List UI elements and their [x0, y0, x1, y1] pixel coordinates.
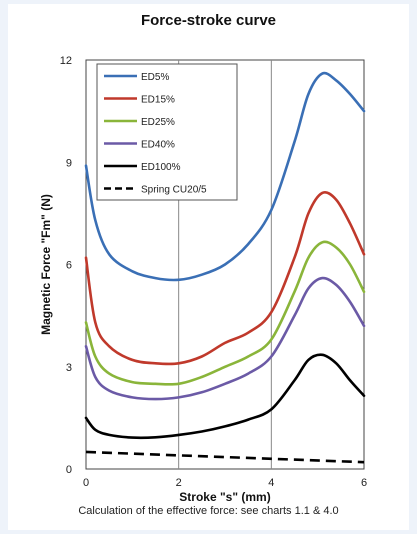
x-tick-label: 4 — [268, 477, 274, 489]
legend-label: ED25% — [141, 117, 175, 128]
y-tick-label: 12 — [60, 55, 72, 67]
legend-label: ED100% — [141, 162, 181, 173]
chart-caption: Calculation of the effective force: see … — [78, 505, 339, 517]
series-line-4 — [84, 353, 366, 440]
legend-label: ED15% — [141, 95, 175, 106]
series-line-2 — [84, 240, 366, 386]
series-line-0 — [84, 71, 366, 282]
y-tick-label: 6 — [66, 260, 72, 272]
y-tick-label: 9 — [66, 157, 72, 169]
series-line-3 — [84, 276, 366, 401]
legend-label: Spring CU20/5 — [141, 185, 207, 196]
x-tick-label: 6 — [361, 477, 367, 489]
x-tick-label: 0 — [83, 477, 89, 489]
legend-label: ED40% — [141, 140, 175, 151]
series-line-5 — [85, 450, 365, 464]
y-tick-label: 3 — [66, 362, 72, 374]
series-line-1 — [84, 191, 366, 366]
legend-label: ED5% — [141, 72, 169, 83]
chart-title: Force-stroke curve — [140, 12, 277, 29]
x-tick-label: 2 — [176, 477, 182, 489]
y-axis-label: Magnetic Force "Fm" (N) — [39, 194, 53, 335]
x-axis-label: Stroke "s" (mm) — [179, 490, 270, 504]
legend-box — [96, 63, 238, 201]
y-tick-label: 0 — [66, 464, 72, 476]
